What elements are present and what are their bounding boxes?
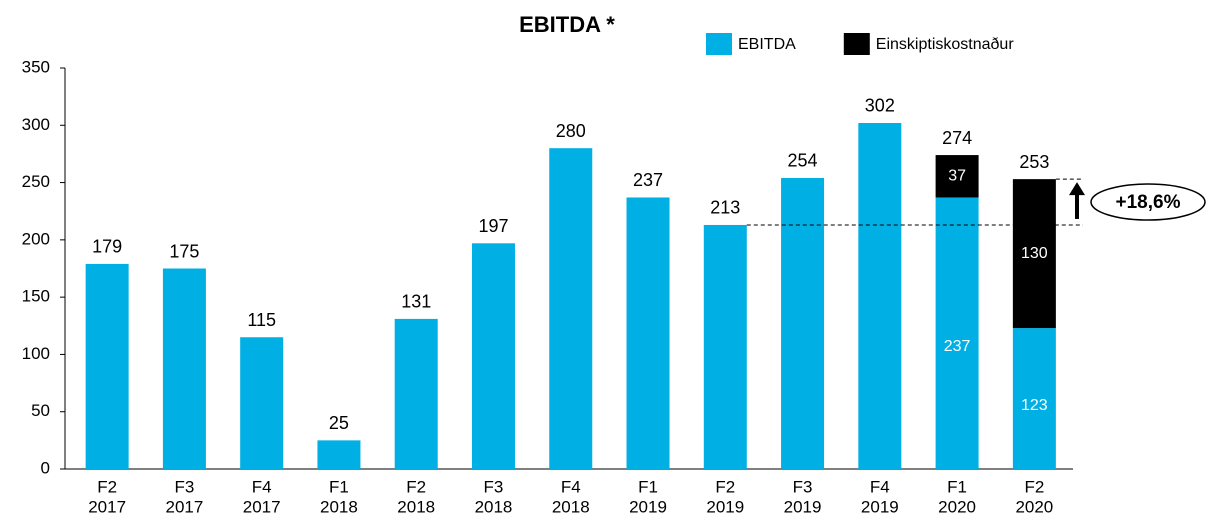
x-tick-label: 2017 [165,497,203,516]
bar-segment [781,177,825,469]
x-tick-label: 2019 [784,497,822,516]
bar-segment [317,440,361,469]
x-tick-label: 2019 [629,497,667,516]
y-tick-label: 300 [22,115,50,134]
total-label: 274 [942,128,972,148]
x-tick-label: 2017 [243,497,281,516]
bar-segment [85,263,129,469]
legend-swatch [843,33,870,55]
bar-segment [1012,328,1056,469]
bar-segment [935,155,979,198]
value-label: 213 [710,198,740,218]
legend-swatch [706,33,732,55]
chart-title: EBITDA * [519,12,615,37]
x-tick-label: F1 [947,477,967,496]
legend-label: Einskiptiskostnaður [876,36,1015,53]
y-tick-label: 50 [31,401,50,420]
y-tick-label: 100 [22,344,50,363]
bar-segment [240,337,284,469]
x-tick-label: F2 [1024,477,1044,496]
y-tick-label: 150 [22,287,50,306]
x-tick-label: F3 [793,477,813,496]
x-tick-label: F2 [406,477,426,496]
y-tick-label: 350 [22,57,50,76]
x-tick-label: F1 [329,477,349,496]
x-tick-label: F4 [252,477,272,496]
x-tick-label: F2 [97,477,117,496]
y-tick-label: 250 [22,172,50,191]
x-tick-label: F1 [638,477,658,496]
x-tick-label: F4 [561,477,581,496]
total-label: 253 [1019,152,1049,172]
y-tick-label: 0 [41,458,50,477]
value-label: 179 [92,237,122,257]
value-label: 254 [788,151,818,171]
x-tick-label: F4 [870,477,890,496]
bar-segment [703,224,747,469]
annotation-text: +18,6% [1116,192,1181,213]
x-tick-label: 2018 [320,497,358,516]
value-label: 197 [478,216,508,236]
legend-label: EBITDA [738,36,796,53]
x-tick-label: 2018 [475,497,513,516]
value-label: 302 [865,96,895,116]
y-tick-label: 200 [22,229,50,248]
x-tick-label: 2018 [552,497,590,516]
bar-segment [935,197,979,470]
bar-segment [858,122,902,469]
x-tick-label: 2019 [861,497,899,516]
value-label: 123 [1021,397,1048,414]
x-tick-label: 2017 [88,497,126,516]
x-tick-label: 2019 [706,497,744,516]
x-tick-label: 2020 [938,497,976,516]
x-tick-label: F3 [484,477,504,496]
value-label: 131 [401,292,431,312]
value-label: 237 [944,338,971,355]
bar-segment [549,148,593,469]
x-tick-label: 2018 [397,497,435,516]
value-label: 130 [1021,245,1048,262]
bar-segment [1012,179,1056,329]
bar-segment [626,197,670,470]
bar-segment [162,268,206,469]
value-label: 37 [948,167,966,184]
x-tick-label: F2 [715,477,735,496]
value-label: 115 [247,310,276,330]
bar-segment [471,243,515,469]
value-label: 25 [329,413,349,433]
arrow-head [1069,182,1085,196]
x-tick-label: F3 [174,477,194,496]
value-label: 237 [633,170,663,190]
value-label: 280 [556,121,586,141]
bar-segment [394,318,438,469]
value-label: 175 [169,241,199,261]
x-tick-label: 2020 [1015,497,1053,516]
annotation-bubble [1090,183,1206,221]
